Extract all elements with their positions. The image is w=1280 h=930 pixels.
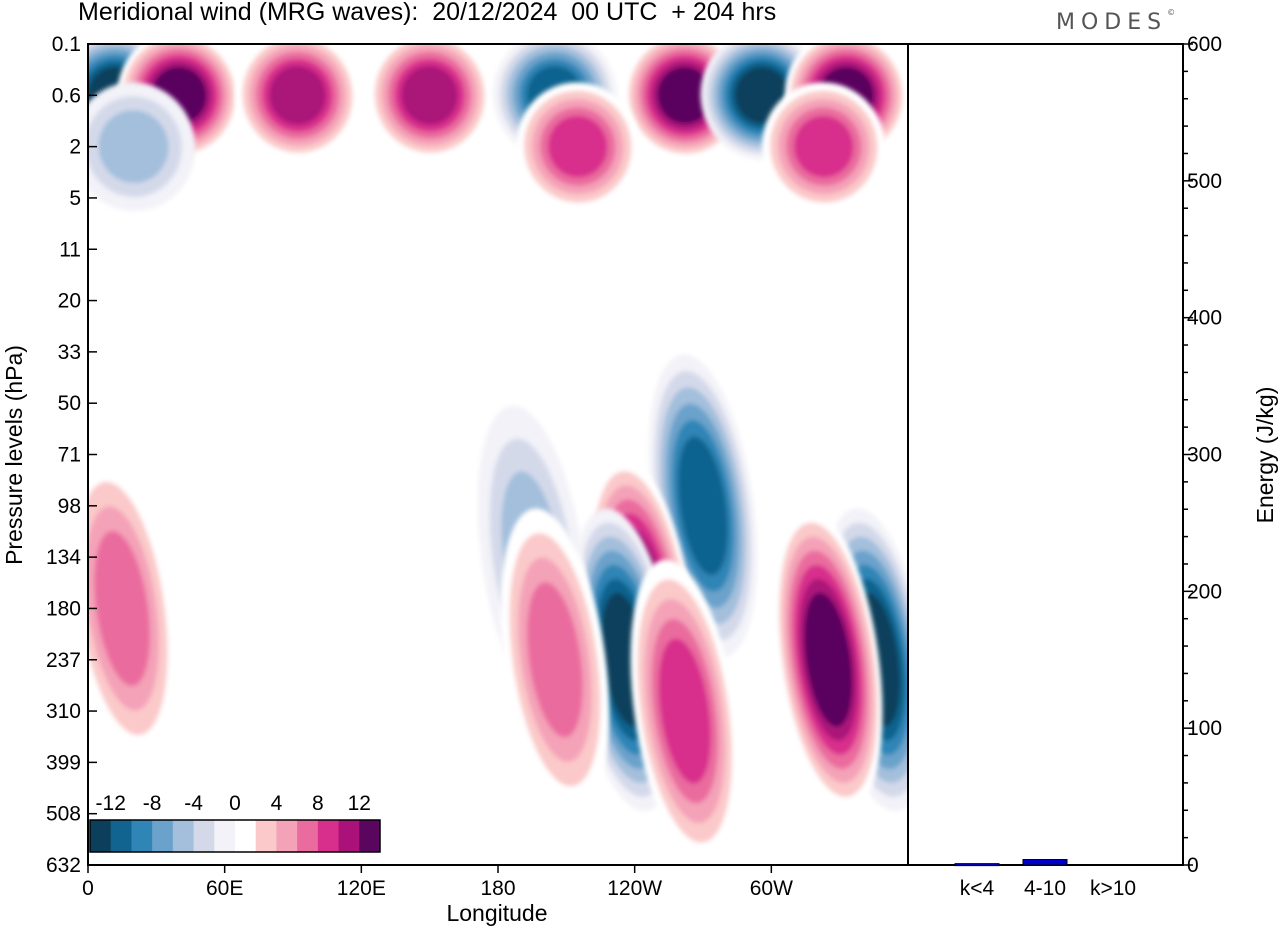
y-tick-label: 5 — [69, 187, 81, 210]
heatmap-field — [88, 44, 908, 863]
colorbar-swatch — [214, 820, 236, 852]
y-tick-label: 2 — [69, 136, 81, 159]
energy-tick-label: 200 — [1187, 580, 1222, 603]
brand-text: MODES — [1056, 10, 1168, 35]
y-tick-label: 71 — [58, 444, 81, 467]
energy-tick-label: 600 — [1187, 33, 1222, 56]
heatmap-feature — [235, 44, 360, 160]
x-tick-label: 60W — [750, 877, 793, 900]
colorbar-label: -12 — [96, 792, 126, 815]
colorbar-swatch — [359, 820, 381, 852]
x-tick-label: 0 — [82, 877, 94, 900]
heatmap-feature — [516, 82, 640, 211]
heatmap-feature — [500, 508, 610, 812]
y-tick-label: 180 — [46, 597, 81, 620]
modes-logo: MODES© — [1056, 8, 1176, 35]
energy-panel-frame — [907, 43, 1184, 866]
energy-category-label: 4-10 — [1024, 877, 1066, 900]
colorbar-swatch — [193, 820, 215, 852]
y-tick-label: 399 — [46, 751, 81, 774]
y-tick-label: 134 — [46, 546, 81, 569]
colorbar-label: -4 — [184, 792, 203, 815]
contour-level — [548, 115, 608, 178]
energy-bar — [954, 863, 1000, 867]
contour-level — [269, 65, 326, 125]
y-axis-title: Pressure levels (hPa) — [1, 345, 27, 565]
contour-level — [657, 66, 713, 124]
chart-title: Meridional wind (MRG waves): 20/12/2024 … — [78, 0, 777, 26]
energy-tick-label: 400 — [1187, 307, 1222, 330]
colorbar-swatch — [297, 820, 319, 852]
heatmap-feature — [367, 44, 492, 160]
energy-category-label: k<4 — [960, 877, 995, 900]
colorbar-swatch — [131, 820, 153, 852]
heatmap-feature — [648, 354, 758, 658]
contour-level — [527, 582, 583, 738]
heatmap-feature — [774, 508, 883, 812]
colorbar-swatch — [255, 820, 277, 852]
colorbar-label: 8 — [312, 792, 324, 815]
energy-bars: 0 100 200 300 400 500 600 k<4 4-10 k>10 — [954, 33, 1222, 900]
energy-tick-label: 500 — [1187, 170, 1222, 193]
x-axis-title: Longitude — [446, 900, 547, 926]
y-tick-label: 508 — [46, 803, 81, 826]
colorbar-swatch — [276, 820, 298, 852]
colorbar-swatch — [152, 820, 174, 852]
heatmap-feature — [88, 457, 177, 760]
y-tick-label: 237 — [46, 649, 81, 672]
brand-mark: © — [1167, 8, 1176, 17]
energy-axis-title: Energy (J/kg) — [1252, 387, 1278, 524]
heatmap-feature — [630, 559, 740, 863]
y-tick-label: 98 — [58, 495, 81, 518]
contour-level — [794, 115, 854, 178]
x-tick-label: 120E — [337, 877, 386, 900]
colorbar-label: -8 — [143, 792, 162, 815]
y-tick-label: 0.1 — [52, 33, 81, 56]
colorbar-label: 0 — [229, 792, 241, 815]
colorbar-swatch — [235, 820, 257, 852]
contour-level — [94, 530, 150, 686]
colorbar-swatch — [110, 820, 132, 852]
heatmap-axes: 0.1 0.6 2 5 11 20 33 50 71 98 134 180 237 310 399 508 63… — [46, 33, 793, 900]
colorbar-label: 12 — [348, 792, 371, 815]
colorbar-swatch — [317, 820, 340, 852]
energy-tick-label: 100 — [1187, 717, 1222, 740]
colorbar-frame — [89, 819, 381, 853]
energy-category-label: k>10 — [1090, 877, 1136, 900]
x-tick-label: 120W — [607, 877, 662, 900]
colorbar: -12 -8 -4 0 4 8 12 — [89, 792, 381, 853]
contour-level — [658, 638, 711, 784]
energy-bar — [1022, 859, 1068, 866]
y-tick-label: 632 — [46, 854, 81, 877]
colorbar-label: 4 — [271, 792, 283, 815]
contour-level — [401, 65, 458, 125]
contour-level — [804, 592, 853, 727]
x-tick-label: 60E — [206, 877, 243, 900]
colorbar-swatch — [90, 820, 112, 852]
y-tick-label: 310 — [46, 700, 81, 723]
energy-tick-label: 0 — [1187, 854, 1199, 877]
contour-level — [98, 110, 169, 184]
colorbar-swatch — [338, 820, 360, 852]
contour-level — [678, 436, 728, 576]
y-tick-label: 20 — [58, 290, 81, 313]
heatmap-feature — [762, 82, 886, 211]
y-tick-label: 33 — [58, 341, 81, 364]
energy-tick-label: 300 — [1187, 444, 1222, 467]
x-tick-label: 180 — [480, 877, 515, 900]
energy-bar — [1090, 864, 1136, 866]
y-tick-label: 50 — [58, 392, 81, 415]
heatmap-feature — [88, 82, 196, 211]
y-tick-label: 11 — [59, 238, 81, 261]
colorbar-swatch — [172, 820, 195, 852]
y-tick-label: 0.6 — [52, 84, 81, 107]
